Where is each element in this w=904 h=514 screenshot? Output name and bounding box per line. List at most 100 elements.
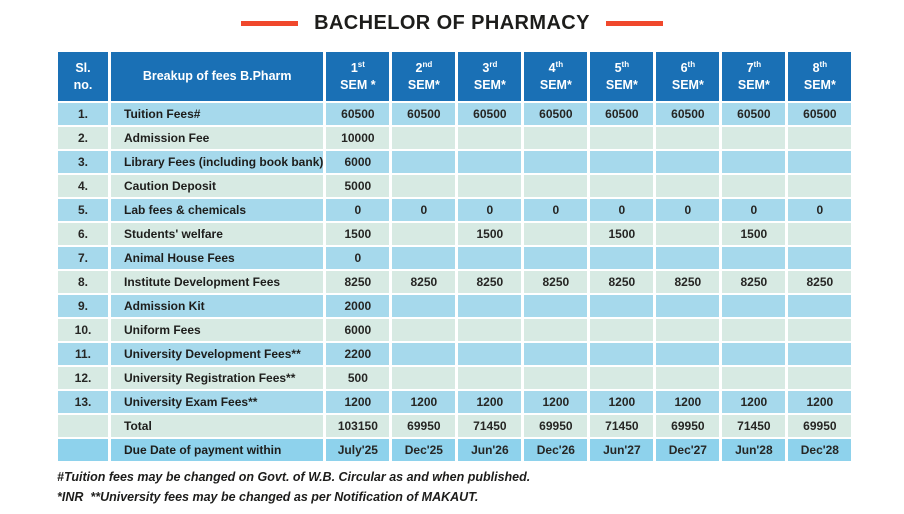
due-value-cell: Jun'27 xyxy=(590,439,654,461)
sl-cell: 6. xyxy=(58,223,108,245)
fee-value-cell: 1200 xyxy=(392,391,456,413)
fee-value-cell: 0 xyxy=(656,199,720,221)
fee-value-cell xyxy=(590,175,654,197)
total-value-cell: 69950 xyxy=(656,415,720,437)
fee-value-cell xyxy=(458,343,522,365)
fee-value-cell: 0 xyxy=(326,247,390,269)
fee-value-cell xyxy=(458,127,522,149)
fee-value-cell xyxy=(656,223,720,245)
fee-label-cell: Admission Kit xyxy=(111,295,324,317)
fee-value-cell xyxy=(392,175,456,197)
fee-value-cell xyxy=(788,319,852,341)
page-title: BACHELOR OF PHARMACY xyxy=(314,11,590,34)
fee-value-cell: 1500 xyxy=(458,223,522,245)
fee-value-cell: 6000 xyxy=(326,151,390,173)
fee-value-cell: 0 xyxy=(524,199,588,221)
fee-row: 10. Uniform Fees 6000 xyxy=(58,319,852,341)
fee-value-cell xyxy=(392,127,456,149)
total-value-cell: 103150 xyxy=(326,415,390,437)
fee-value-cell: 1200 xyxy=(590,391,654,413)
col-header-sem-4: 4th SEM* xyxy=(524,52,588,101)
fee-value-cell xyxy=(524,127,588,149)
total-value-cell: 71450 xyxy=(590,415,654,437)
fee-value-cell: 6000 xyxy=(326,319,390,341)
fee-value-cell: 1500 xyxy=(590,223,654,245)
fee-value-cell xyxy=(788,223,852,245)
fee-value-cell xyxy=(590,151,654,173)
fee-value-cell: 60500 xyxy=(656,103,720,125)
fee-value-cell xyxy=(392,367,456,389)
fee-value-cell: 1200 xyxy=(656,391,720,413)
sl-cell xyxy=(58,439,108,461)
fee-value-cell xyxy=(656,175,720,197)
fee-value-cell xyxy=(524,247,588,269)
sl-cell: 10. xyxy=(58,319,108,341)
sl-cell: 4. xyxy=(58,175,108,197)
fee-value-cell: 0 xyxy=(788,199,852,221)
sl-header-line2: no. xyxy=(73,77,93,92)
footnotes: #Tuition fees may be changed on Govt. of… xyxy=(57,467,530,507)
col-header-sem-7: 7th SEM* xyxy=(722,52,786,101)
fee-value-cell: 1200 xyxy=(788,391,852,413)
sl-cell: 1. xyxy=(58,103,108,125)
fee-row: 6. Students' welfare 1500 1500 1500 1500 xyxy=(58,223,852,245)
fee-label-cell: Uniform Fees xyxy=(111,319,324,341)
sl-cell: 8. xyxy=(58,271,108,293)
fee-value-cell xyxy=(788,175,852,197)
fee-value-cell: 8250 xyxy=(326,271,390,293)
fee-value-cell xyxy=(656,247,720,269)
fee-value-cell xyxy=(788,127,852,149)
title-dash-right xyxy=(605,20,663,26)
fee-label-cell: Admission Fee xyxy=(111,127,324,149)
fee-value-cell xyxy=(392,343,456,365)
fee-value-cell: 60500 xyxy=(722,103,786,125)
fee-row: 9. Admission Kit 2000 xyxy=(58,295,852,317)
fee-value-cell: 1200 xyxy=(458,391,522,413)
fee-value-cell: 60500 xyxy=(326,103,390,125)
due-value-cell: Dec'26 xyxy=(524,439,588,461)
fee-value-cell: 1200 xyxy=(722,391,786,413)
total-value-cell: 71450 xyxy=(722,415,786,437)
fee-value-cell: 8250 xyxy=(788,271,852,293)
col-header-sem-3: 3rd SEM* xyxy=(458,52,522,101)
due-value-cell: Jun'28 xyxy=(722,439,786,461)
fee-value-cell: 1500 xyxy=(326,223,390,245)
fee-label-cell: University Exam Fees** xyxy=(111,391,324,413)
col-header-sem-8: 8th SEM* xyxy=(788,52,852,101)
fee-value-cell: 8250 xyxy=(392,271,456,293)
fee-value-cell: 2200 xyxy=(326,343,390,365)
fee-value-cell xyxy=(722,247,786,269)
sl-cell: 9. xyxy=(58,295,108,317)
fee-value-cell xyxy=(458,247,522,269)
due-value-cell: Dec'28 xyxy=(788,439,852,461)
fee-value-cell xyxy=(656,151,720,173)
sl-cell: 2. xyxy=(58,127,108,149)
fee-value-cell xyxy=(590,343,654,365)
fee-value-cell: 60500 xyxy=(524,103,588,125)
fee-value-cell xyxy=(788,247,852,269)
fee-value-cell: 8250 xyxy=(722,271,786,293)
fee-value-cell xyxy=(524,151,588,173)
fee-value-cell xyxy=(392,295,456,317)
page-title-row: BACHELOR OF PHARMACY xyxy=(0,8,904,38)
fee-value-cell xyxy=(788,151,852,173)
total-value-cell: 69950 xyxy=(788,415,852,437)
fee-row: 2. Admission Fee 10000 xyxy=(58,127,852,149)
fee-value-cell: 8250 xyxy=(590,271,654,293)
fee-value-cell: 8250 xyxy=(656,271,720,293)
fee-value-cell: 1200 xyxy=(326,391,390,413)
fee-row: 13. University Exam Fees** 1200 1200 1200 120… xyxy=(58,391,852,413)
col-header-sem-6: 6th SEM* xyxy=(656,52,720,101)
fee-label-cell: Library Fees (including book bank) xyxy=(111,151,324,173)
fee-value-cell xyxy=(524,343,588,365)
fee-value-cell: 0 xyxy=(326,199,390,221)
total-value-cell: 71450 xyxy=(458,415,522,437)
sl-cell: 5. xyxy=(58,199,108,221)
col-header-sl-no: Sl. no. xyxy=(58,52,108,101)
sl-cell: 13. xyxy=(58,391,108,413)
fee-value-cell: 5000 xyxy=(326,175,390,197)
fee-value-cell xyxy=(524,319,588,341)
fee-value-cell xyxy=(524,367,588,389)
fee-value-cell xyxy=(722,343,786,365)
fee-value-cell: 0 xyxy=(590,199,654,221)
